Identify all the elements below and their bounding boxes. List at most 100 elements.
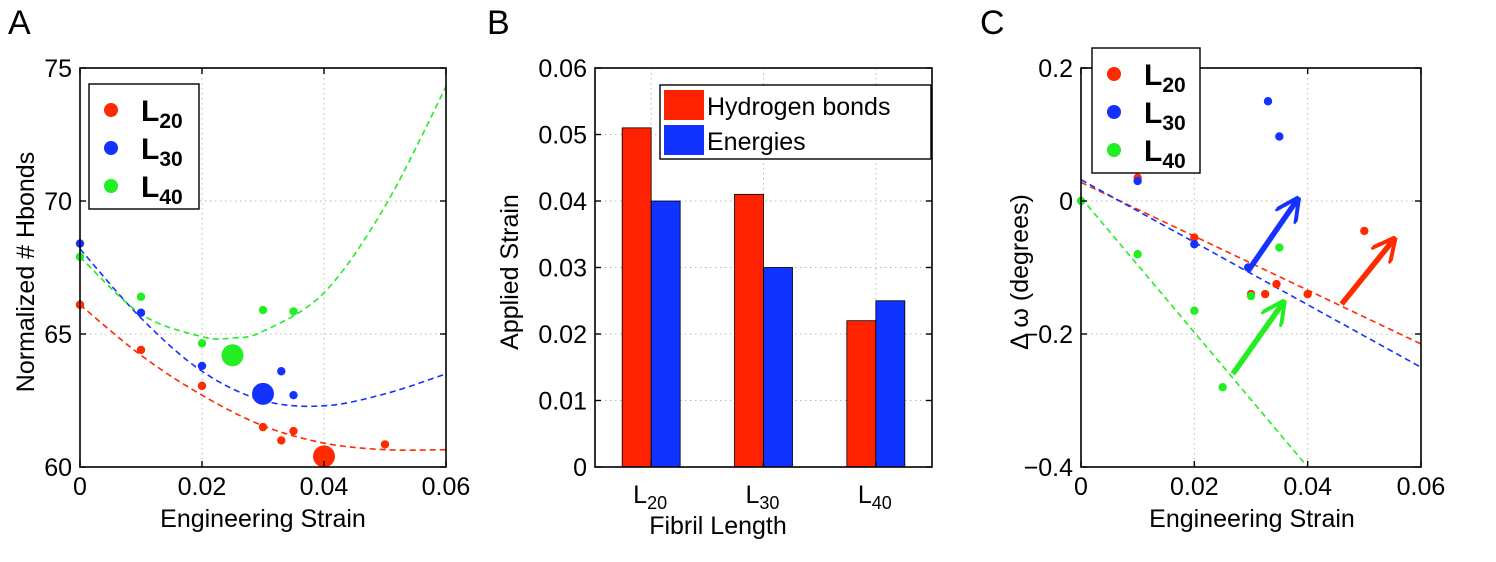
panel-c-xtick-label: 0.06: [1397, 473, 1446, 501]
panel-c-ytick-label: −0.2: [1024, 321, 1073, 349]
panel-a-point-l40: [258, 305, 268, 315]
panel-b-ytick-label: 0.01: [538, 388, 587, 416]
panel-a-axes-frame: [79, 67, 447, 468]
panel-c-legend-label: L20: [1144, 59, 1186, 97]
panel-b-ytick-label: 0.05: [538, 122, 587, 150]
panel-a-legend-marker: [104, 103, 118, 117]
panel-b-bar-hbonds: [621, 127, 652, 468]
panel-a-xtick-label: 0.02: [178, 473, 227, 501]
panel-b-xlabel: Fibril Length: [649, 512, 787, 540]
panel-c-arrow-l40: [1230, 304, 1282, 376]
panel-c-point-l20: [1272, 279, 1281, 289]
panel-a-point-l20: [136, 345, 146, 355]
panel-c-ytick-label: 0: [1059, 188, 1073, 216]
panel-a-fit-l20: [79, 304, 447, 451]
panel-a-point-l40: [289, 307, 298, 316]
panel-c-fit-l20: [1080, 181, 1422, 345]
panel-a-ytick-label: 65: [44, 321, 72, 349]
panel-b-bar-energies: [763, 267, 793, 468]
panel-b-bar-energies: [875, 300, 906, 468]
panel-a-xtick-label: 0: [73, 473, 87, 501]
panel-c-ylabel: Δ ω (degrees): [1006, 194, 1034, 350]
panel-c-point-l40: [1218, 383, 1227, 392]
panel-a-point-l40: [136, 292, 146, 301]
panel-c-legend-marker: [1107, 143, 1121, 157]
panel-a-point-l30: [136, 308, 146, 317]
panel-c-legend-marker: [1107, 67, 1121, 81]
panel-a-point-l30: [277, 367, 286, 376]
panel-a-highlight-l20: [313, 445, 335, 468]
panel-b-ylabel: Applied Strain: [496, 194, 524, 350]
panel-a-point-l30: [197, 361, 207, 371]
panel-b-ytick-label: 0.04: [538, 188, 587, 216]
panel-b-legend-swatch: [664, 125, 704, 155]
panel-c-fit-l30: [1080, 179, 1422, 368]
panel-b-bar-energies: [650, 200, 681, 468]
panel-b-ytick-label: 0.03: [538, 255, 587, 283]
panel-b-legend-label: Hydrogen bonds: [707, 93, 890, 121]
panel-c-legend-label: L40: [1144, 135, 1186, 173]
panel-b-legend-label: Energies: [707, 128, 806, 156]
panel-a-ytick-label: 60: [44, 454, 72, 482]
panel-c-arrow-l20: [1339, 241, 1393, 306]
panel-b-bar-chart: 0 0.01 0.02 0.03 0.04 0.05 0.06 L20 L30 L40 Hydrog…: [538, 55, 933, 513]
panel-c-point-l20: [1360, 226, 1369, 236]
panel-c-point-l20: [1303, 289, 1312, 299]
panel-a-xtick-label: 0.06: [422, 473, 471, 501]
panel-c-arrow-l30: [1245, 201, 1296, 273]
panel-a-point-l20: [277, 436, 286, 445]
panel-c-ytick-label: 0.2: [1038, 55, 1073, 83]
panel-b-xtick-label: L30: [746, 481, 780, 513]
panel-a-legend-marker: [104, 141, 118, 155]
panel-c-fit-l40: [1080, 197, 1309, 468]
panel-b-legend-swatch: [664, 90, 704, 120]
panel-label-b: B: [487, 4, 510, 42]
panel-c-point-l20: [1260, 289, 1270, 299]
panel-a-point-l30: [289, 390, 298, 400]
panel-a-point-l20: [197, 381, 207, 391]
panel-b-ytick-label: 0.02: [538, 321, 587, 349]
panel-a-point-l40: [197, 339, 207, 348]
panel-a-point-l20: [258, 422, 268, 432]
panel-b-ytick-label: 0: [573, 454, 587, 482]
panel-c-point-l20: [1190, 233, 1199, 242]
panel-c-point-l40: [1246, 291, 1256, 301]
panel-c-point-l40: [1275, 243, 1284, 252]
panel-c-axes-frame: [1080, 67, 1422, 468]
panel-a-highlight-l40: [221, 344, 244, 367]
panel-c-point-l30: [1190, 240, 1199, 249]
panel-c-point-l30: [1133, 176, 1142, 186]
panel-b-xtick-label: L20: [633, 481, 667, 513]
panel-c-point-l40: [1133, 250, 1142, 259]
panel-a-legend-label: L40: [141, 171, 183, 209]
panel-a-fit-l40: [79, 86, 447, 340]
panel-b-bar-hbonds: [846, 320, 877, 468]
panel-b-bar-hbonds: [734, 193, 764, 468]
panel-a-ylabel: Normalized # Hbonds: [12, 152, 40, 392]
panel-a-xtick-label: 0.04: [300, 473, 349, 501]
panel-a-point-l20: [380, 440, 390, 449]
panel-b-xtick-label: L40: [858, 481, 892, 513]
panel-c-xtick-label: 0: [1074, 473, 1088, 501]
panel-c-point-l30: [1263, 97, 1273, 106]
panel-a-point-l20: [289, 426, 298, 436]
panel-b-ytick-label: 0.06: [538, 55, 587, 83]
panel-c-point-l30: [1275, 132, 1284, 141]
panel-c-ytick-label: −0.4: [1024, 454, 1073, 482]
panel-a-xlabel: Engineering Strain: [160, 505, 366, 533]
panel-b-legend-box: [659, 84, 932, 160]
panel-c-point-l40: [1190, 306, 1199, 315]
panel-a-ytick-label: 75: [44, 55, 72, 83]
panel-a-legend-label: L20: [141, 95, 183, 133]
panel-c-xtick-label: 0.04: [1283, 473, 1332, 501]
panel-a-legend-marker: [104, 179, 118, 193]
panel-label-a: A: [8, 4, 31, 42]
panel-a-legend-label: L30: [141, 133, 183, 171]
panel-label-c: C: [980, 4, 1005, 42]
panel-c-legend-marker: [1107, 105, 1121, 119]
panel-c-xtick-label: 0.02: [1170, 473, 1219, 501]
panel-c-xlabel: Engineering Strain: [1149, 505, 1355, 533]
